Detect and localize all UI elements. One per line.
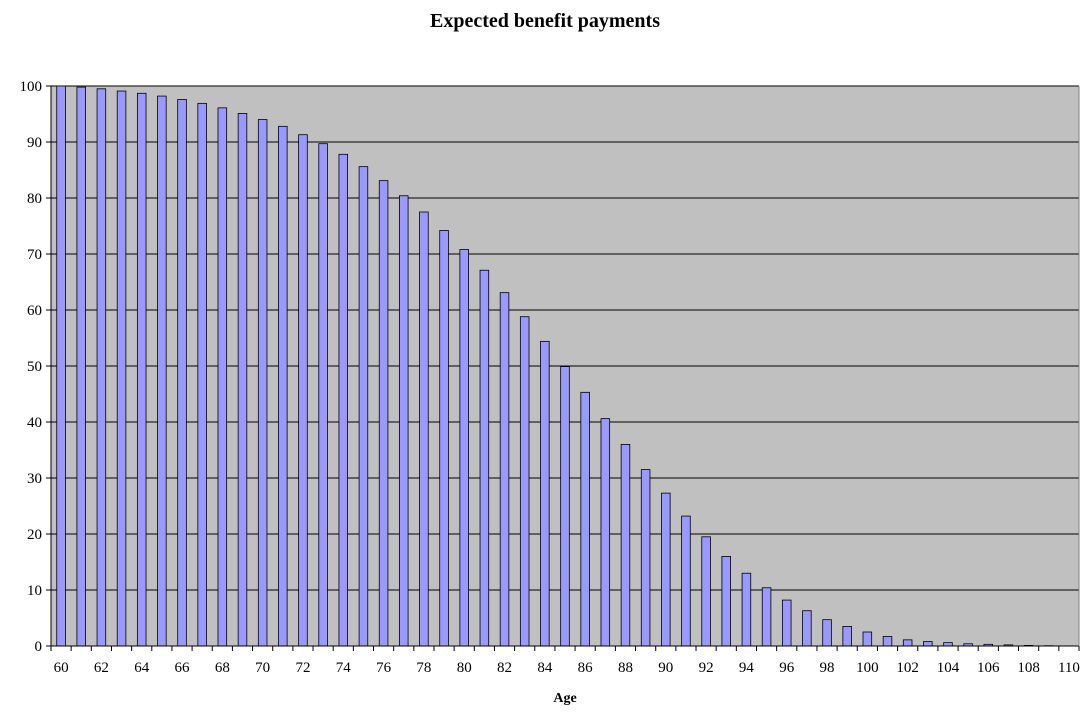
y-tick-label: 70: [27, 247, 42, 263]
bar-age-83: [519, 316, 530, 647]
bar-age-94: [741, 572, 752, 647]
x-tick-label: 100: [856, 660, 879, 676]
bar-age-80: [459, 249, 469, 647]
bar-age-76: [378, 180, 389, 647]
x-tick-label: 96: [779, 660, 795, 676]
x-tick-label: 104: [937, 660, 960, 676]
x-tick-label: 62: [94, 660, 109, 676]
bar-age-65: [157, 95, 167, 647]
bar-age-64: [136, 92, 147, 647]
axes: [50, 86, 1080, 651]
bar-age-85: [560, 366, 570, 647]
x-tick-label: 92: [699, 660, 714, 676]
bar-age-61: [76, 86, 86, 647]
y-tick-label: 60: [27, 303, 42, 319]
x-tick-label: 74: [336, 660, 352, 676]
bar-age-70: [257, 119, 268, 647]
x-tick-label: 90: [658, 660, 673, 676]
y-tick-label: 40: [27, 415, 42, 431]
bar-age-82: [499, 292, 510, 647]
x-tick-label: 76: [376, 660, 392, 676]
bar-age-77: [399, 195, 409, 647]
bar-age-63: [116, 90, 127, 647]
bar-age-98: [822, 619, 832, 647]
bar-age-68: [217, 107, 228, 647]
x-tick-label: 98: [820, 660, 835, 676]
bar-age-91: [681, 515, 691, 647]
bar-age-60: [56, 85, 66, 647]
x-tick-label: 82: [497, 660, 512, 676]
bar-age-86: [580, 391, 590, 647]
x-tick-label: 84: [537, 660, 553, 676]
x-tick-label: 106: [977, 660, 1000, 676]
bar-age-87: [600, 418, 611, 647]
bar-age-96: [781, 599, 792, 647]
y-tick-label: 10: [27, 583, 42, 599]
x-tick-label: 86: [578, 660, 594, 676]
bar-age-75: [358, 166, 369, 647]
bar-age-92: [701, 536, 711, 647]
x-tick-label: 108: [1017, 660, 1040, 676]
x-tick-label: 64: [134, 660, 150, 676]
x-tick-label: 68: [215, 660, 230, 676]
y-tick-label: 30: [27, 471, 42, 487]
bar-age-93: [721, 556, 731, 647]
bar-age-103: [923, 641, 933, 647]
x-tick-label: 78: [416, 660, 431, 676]
bar-age-99: [842, 626, 852, 647]
bar-age-62: [96, 88, 107, 647]
x-tick-label: 80: [457, 660, 472, 676]
y-tick-label: 50: [27, 359, 42, 375]
bar-age-89: [640, 469, 651, 647]
x-tick-label: 94: [739, 660, 755, 676]
y-tick-labels: 0 10 20 30 40 50 60 70 80 90 100: [20, 79, 43, 655]
bar-age-97: [802, 610, 812, 647]
x-tick-label: 70: [255, 660, 270, 676]
x-axis-title: Age: [553, 691, 576, 706]
bar-age-102: [902, 639, 913, 647]
bar-age-88: [620, 443, 631, 647]
bar-age-90: [661, 492, 671, 647]
bars: [56, 85, 1074, 647]
y-tick-label: 20: [27, 527, 42, 543]
x-tick-label: 66: [175, 660, 191, 676]
bar-age-66: [177, 99, 187, 647]
bar-age-79: [439, 230, 449, 647]
x-tick-label: 110: [1058, 660, 1080, 676]
bar-age-101: [882, 636, 893, 647]
bar-age-73: [318, 143, 328, 647]
bar-age-95: [761, 587, 772, 647]
bar-age-78: [419, 211, 429, 647]
y-tick-label: 90: [27, 135, 42, 151]
bar-age-71: [278, 125, 288, 647]
bar-age-67: [197, 102, 207, 647]
bar-age-69: [237, 113, 248, 647]
bar-age-100: [862, 631, 873, 647]
bar-age-74: [338, 153, 349, 647]
x-tick-label: 72: [295, 660, 310, 676]
chart-title: Expected benefit payments: [430, 10, 660, 32]
y-tick-label: 80: [27, 191, 42, 207]
x-tick-label: 60: [54, 660, 69, 676]
bar-age-81: [479, 269, 490, 647]
x-tick-label: 102: [896, 660, 919, 676]
x-tick-label: 88: [618, 660, 633, 676]
bar-age-84: [540, 340, 550, 647]
y-tick-label: 0: [35, 639, 43, 655]
x-tick-labels: 60 62 64 66 68 70 72 74 76 78 80 82 84 86 88 90 92 94 96 98…: [54, 660, 1080, 676]
bar-age-104: [943, 642, 953, 647]
bar-age-72: [298, 134, 308, 647]
y-tick-label: 100: [20, 79, 43, 95]
